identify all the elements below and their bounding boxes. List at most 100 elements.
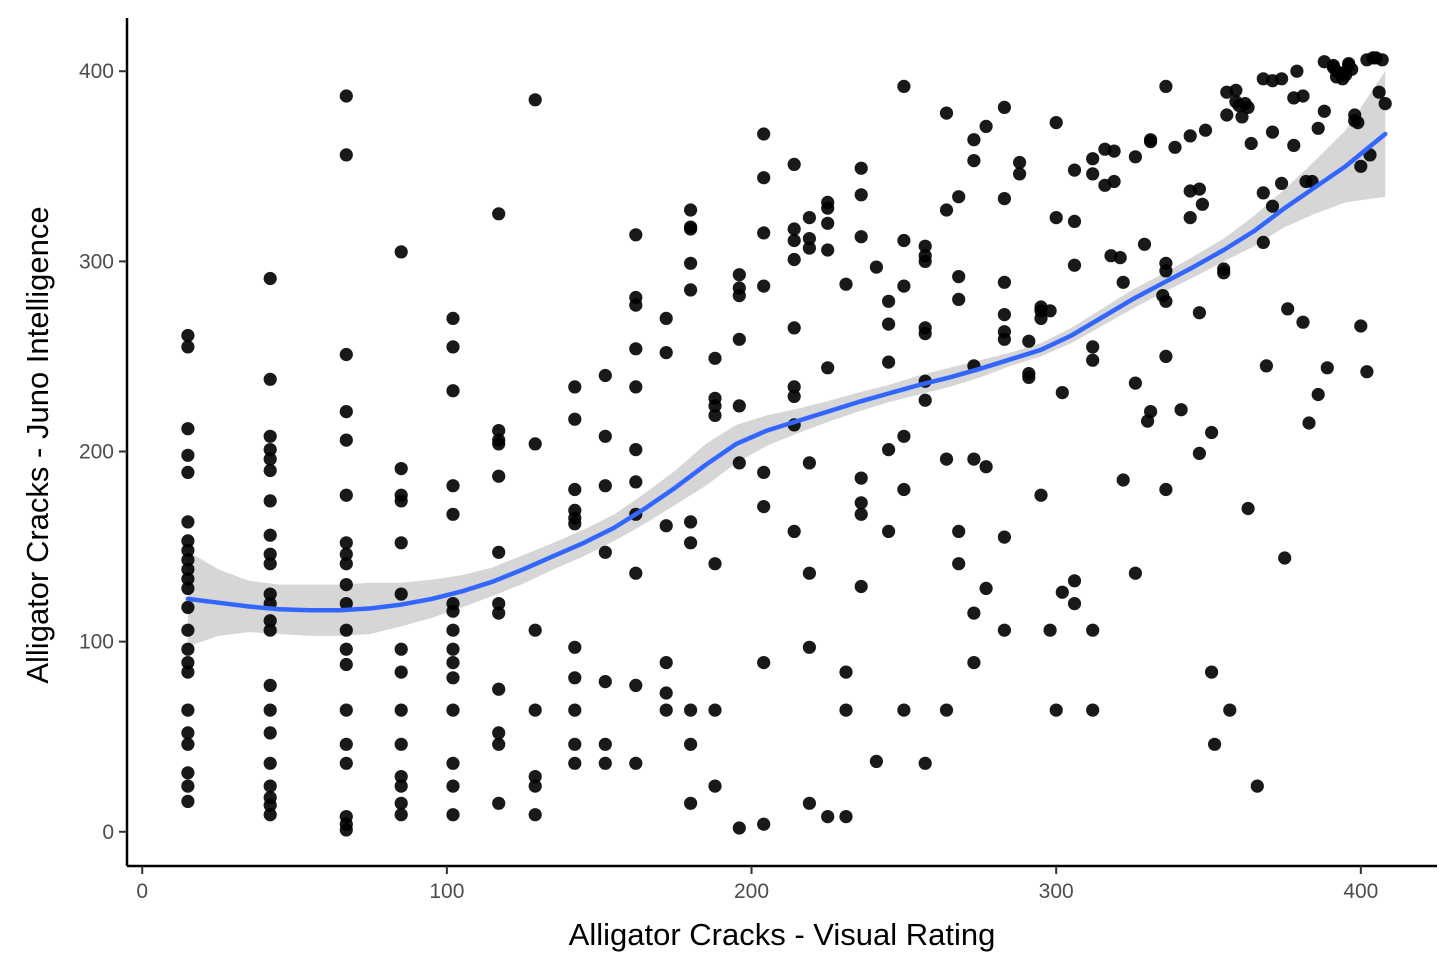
data-point (659, 686, 673, 700)
data-point (181, 515, 195, 529)
data-point (1198, 123, 1213, 137)
data-point (1128, 566, 1142, 580)
data-point (1241, 501, 1255, 516)
data-point (1345, 62, 1359, 76)
data-point (1275, 176, 1289, 190)
data-point (568, 412, 582, 426)
data-point (1022, 334, 1036, 348)
data-point (181, 623, 195, 637)
data-point (1113, 251, 1127, 265)
data-point (854, 471, 868, 485)
data-point (684, 796, 698, 810)
x-tick-label: 200 (734, 880, 769, 903)
data-point (684, 737, 698, 751)
data-point (568, 703, 582, 717)
data-point (339, 642, 353, 656)
data-point (787, 524, 801, 539)
data-point (568, 671, 582, 685)
data-point (1265, 125, 1280, 139)
data-point (952, 524, 966, 539)
data-point (339, 405, 353, 419)
data-point (629, 756, 643, 770)
data-point (708, 703, 722, 717)
data-point (446, 779, 460, 793)
data-point (598, 429, 612, 443)
data-point (854, 188, 868, 202)
data-point (757, 171, 771, 185)
confidence-band (187, 71, 1386, 647)
data-point (967, 656, 981, 670)
data-point (787, 157, 801, 171)
axes (125, 18, 1437, 868)
data-point (1168, 140, 1182, 154)
data-point (1043, 304, 1057, 318)
data-point (528, 703, 542, 717)
data-point (1290, 64, 1304, 78)
data-point (528, 623, 542, 637)
points-layer (181, 51, 1392, 837)
data-point (787, 233, 801, 248)
data-point (263, 756, 277, 770)
data-point (446, 703, 460, 717)
data-point (1013, 155, 1027, 170)
x-axis-ticks: 0 100 200 300 400 (136, 866, 1378, 903)
data-point (394, 536, 408, 550)
data-point (568, 640, 582, 654)
data-point (1354, 159, 1368, 173)
confidence-band-layer (187, 71, 1386, 647)
data-point (1159, 294, 1173, 308)
data-point (967, 606, 981, 620)
data-point (1067, 163, 1082, 177)
data-point (1174, 403, 1188, 417)
data-point (339, 756, 353, 770)
data-point (181, 766, 195, 780)
data-point (869, 260, 884, 274)
data-point (897, 482, 911, 497)
data-point (1116, 473, 1130, 487)
data-point (684, 703, 698, 717)
data-point (394, 703, 408, 717)
data-point (528, 93, 542, 107)
data-point (1086, 167, 1100, 181)
data-point (492, 597, 506, 611)
data-point (939, 106, 954, 120)
data-point (629, 380, 643, 394)
data-point (339, 657, 353, 672)
data-point (339, 703, 353, 717)
data-point (394, 665, 408, 679)
data-point (854, 161, 868, 175)
data-point (1159, 79, 1173, 93)
data-point (1049, 703, 1063, 717)
data-point (659, 656, 673, 670)
data-point (263, 452, 277, 466)
data-point (394, 245, 408, 259)
data-point (263, 587, 277, 601)
data-point (263, 494, 277, 508)
data-point (263, 808, 277, 822)
data-point (446, 340, 460, 354)
data-point (757, 500, 771, 514)
data-point (263, 726, 277, 740)
data-point (1375, 53, 1389, 67)
data-point (757, 465, 771, 479)
data-point (181, 572, 195, 586)
data-point (882, 355, 896, 369)
data-point (997, 623, 1012, 637)
data-point (394, 642, 408, 656)
data-point (629, 342, 643, 356)
x-tick-label: 100 (429, 880, 464, 903)
data-point (854, 507, 868, 521)
data-point (1107, 174, 1121, 189)
data-point (802, 796, 817, 810)
data-point (181, 581, 195, 596)
data-point (1067, 597, 1082, 611)
data-point (181, 642, 195, 656)
y-tick-label: 200 (79, 441, 114, 464)
data-point (446, 808, 460, 822)
data-point (1205, 425, 1219, 440)
y-axis-title: Alligator Cracks - Juno Intelligence (20, 206, 55, 683)
data-point (939, 452, 954, 466)
data-point (181, 534, 195, 548)
data-point (979, 119, 993, 133)
